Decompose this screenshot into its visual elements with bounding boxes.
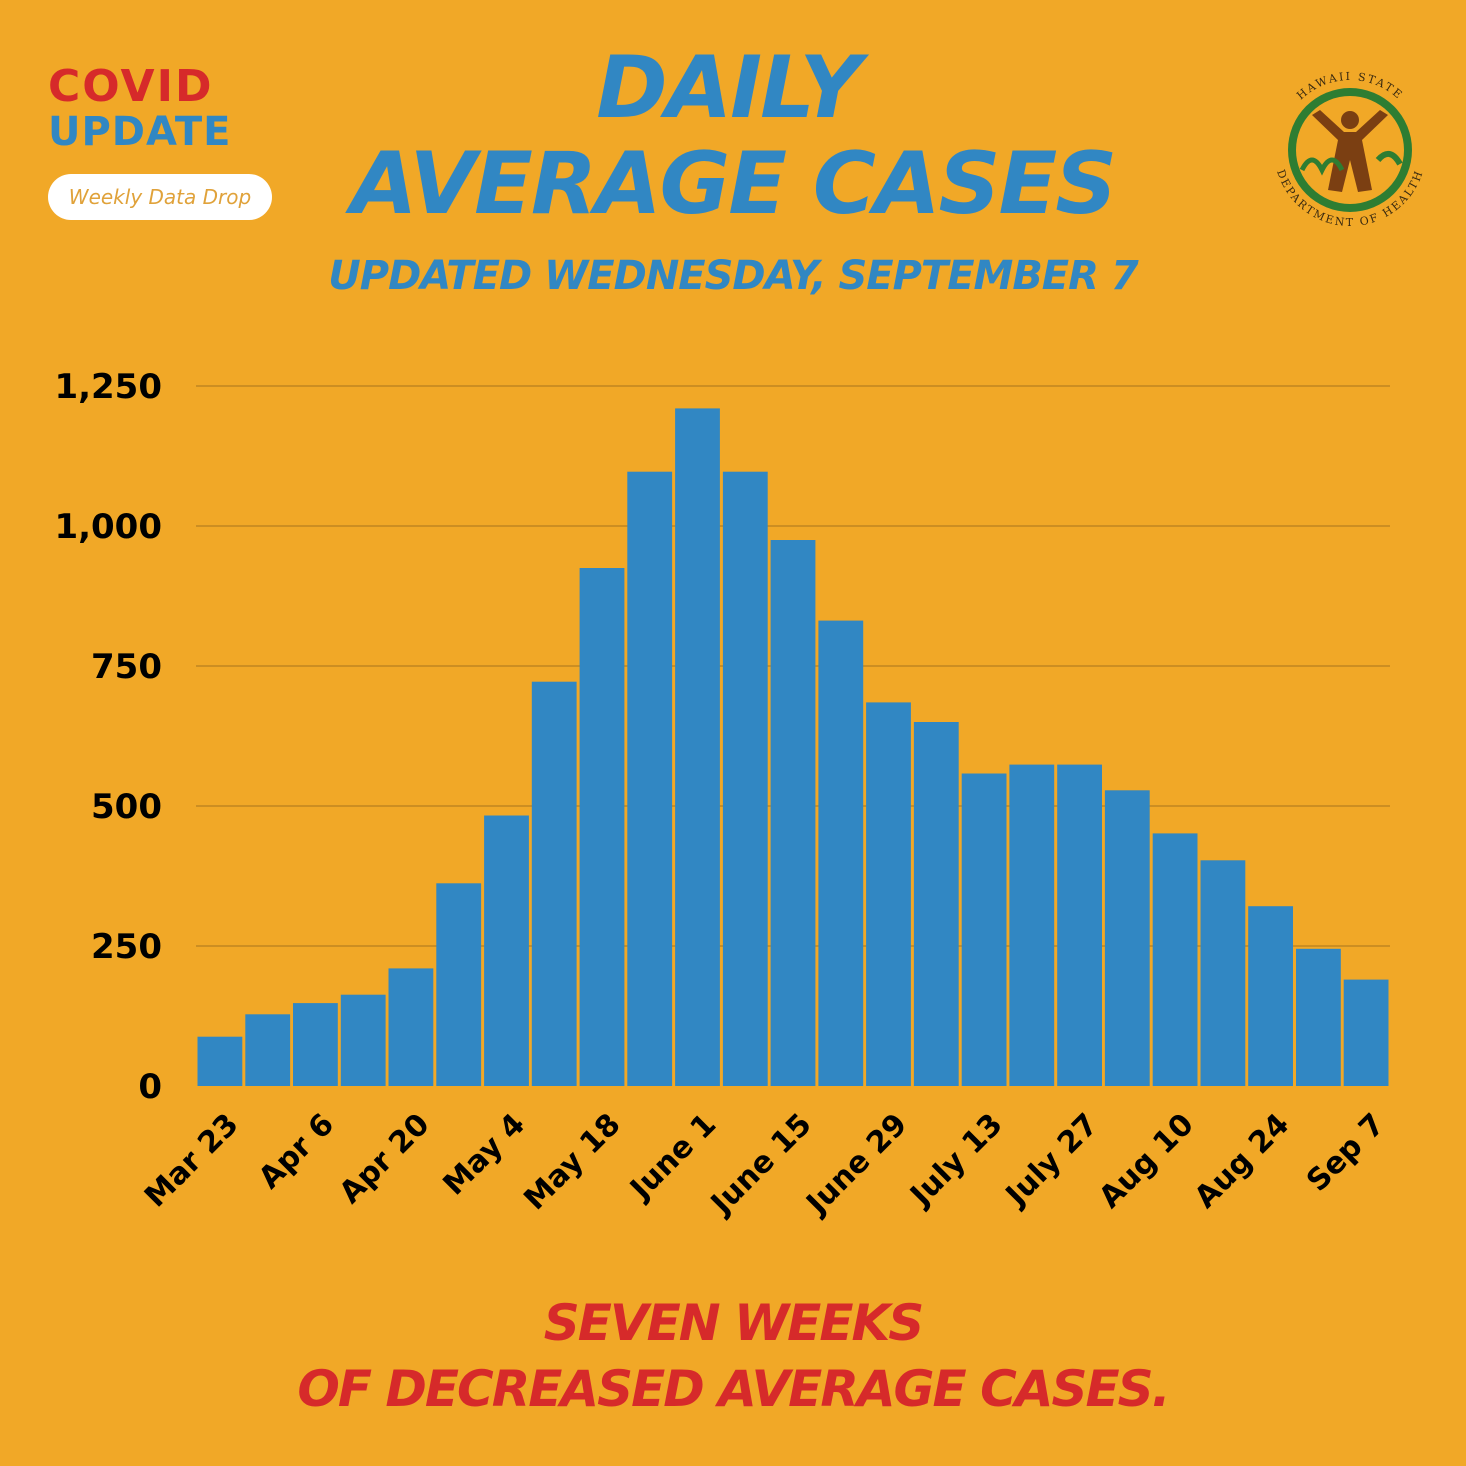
bar (579, 568, 625, 1086)
title-line-1: DAILY (596, 38, 862, 138)
bar (197, 1036, 243, 1086)
bar (1200, 860, 1246, 1086)
x-tick-label: Apr 6 (252, 1107, 341, 1196)
y-tick-label: 0 (138, 1067, 162, 1107)
x-tick-label: Mar 23 (138, 1107, 246, 1215)
bar (1104, 790, 1150, 1086)
x-tick-label: Aug 10 (1092, 1107, 1200, 1215)
bar (340, 994, 386, 1086)
x-tick-label: July 13 (903, 1107, 1010, 1214)
bar (961, 773, 1007, 1086)
bar (866, 702, 911, 1086)
x-tick-label: Aug 24 (1188, 1107, 1296, 1215)
footer-message: SEVEN WEEKS OF DECREASED AVERAGE CASES. (0, 1290, 1466, 1422)
x-tick-label: June 29 (799, 1107, 915, 1223)
bar (436, 883, 482, 1086)
bar (627, 471, 673, 1086)
x-tick-label: Apr 20 (333, 1107, 437, 1211)
bar (1057, 764, 1102, 1086)
weekly-data-drop-pill: Weekly Data Drop (48, 174, 272, 220)
logo-covid-text: COVID (48, 61, 214, 112)
y-tick-label: 500 (91, 787, 162, 827)
y-tick-label: 250 (91, 927, 162, 967)
y-tick-label: 1,000 (54, 507, 162, 547)
footer-line-1: SEVEN WEEKS (543, 1294, 925, 1352)
bar (388, 968, 434, 1086)
bar (1343, 979, 1389, 1086)
bar (818, 620, 864, 1086)
x-tick-label: Sep 7 (1300, 1107, 1392, 1199)
bar (1009, 764, 1055, 1086)
footer-line-2: OF DECREASED AVERAGE CASES. (297, 1360, 1170, 1418)
bar (913, 722, 959, 1086)
x-tick-label: May 18 (517, 1107, 627, 1217)
bar (1248, 906, 1293, 1086)
y-tick-label: 1,250 (54, 367, 162, 407)
bar (675, 408, 720, 1086)
bar (770, 540, 816, 1086)
bar (722, 471, 768, 1086)
x-tick-label: July 27 (998, 1107, 1105, 1214)
bar (1296, 948, 1341, 1086)
bar (531, 681, 577, 1086)
bar (484, 815, 529, 1086)
bar (245, 1014, 291, 1086)
bar (293, 1003, 338, 1086)
covid-update-logo: COVID UPDATE Weekly Data Drop (48, 64, 278, 220)
x-tick-label: May 4 (437, 1107, 533, 1203)
header: DAILY AVERAGE CASES UPDATED WEDNESDAY, S… (0, 40, 1466, 300)
logo-update-text: UPDATE (48, 109, 232, 155)
x-tick-label: June 15 (703, 1107, 819, 1223)
hawaii-doh-seal-icon: HAWAII STATE DEPARTMENT OF HEALTH (1274, 70, 1424, 229)
title-line-2: AVERAGE CASES (350, 134, 1117, 234)
subtitle: UPDATED WEDNESDAY, SEPTEMBER 7 (328, 253, 1138, 299)
bar (1152, 833, 1198, 1086)
y-tick-label: 750 (91, 647, 162, 687)
